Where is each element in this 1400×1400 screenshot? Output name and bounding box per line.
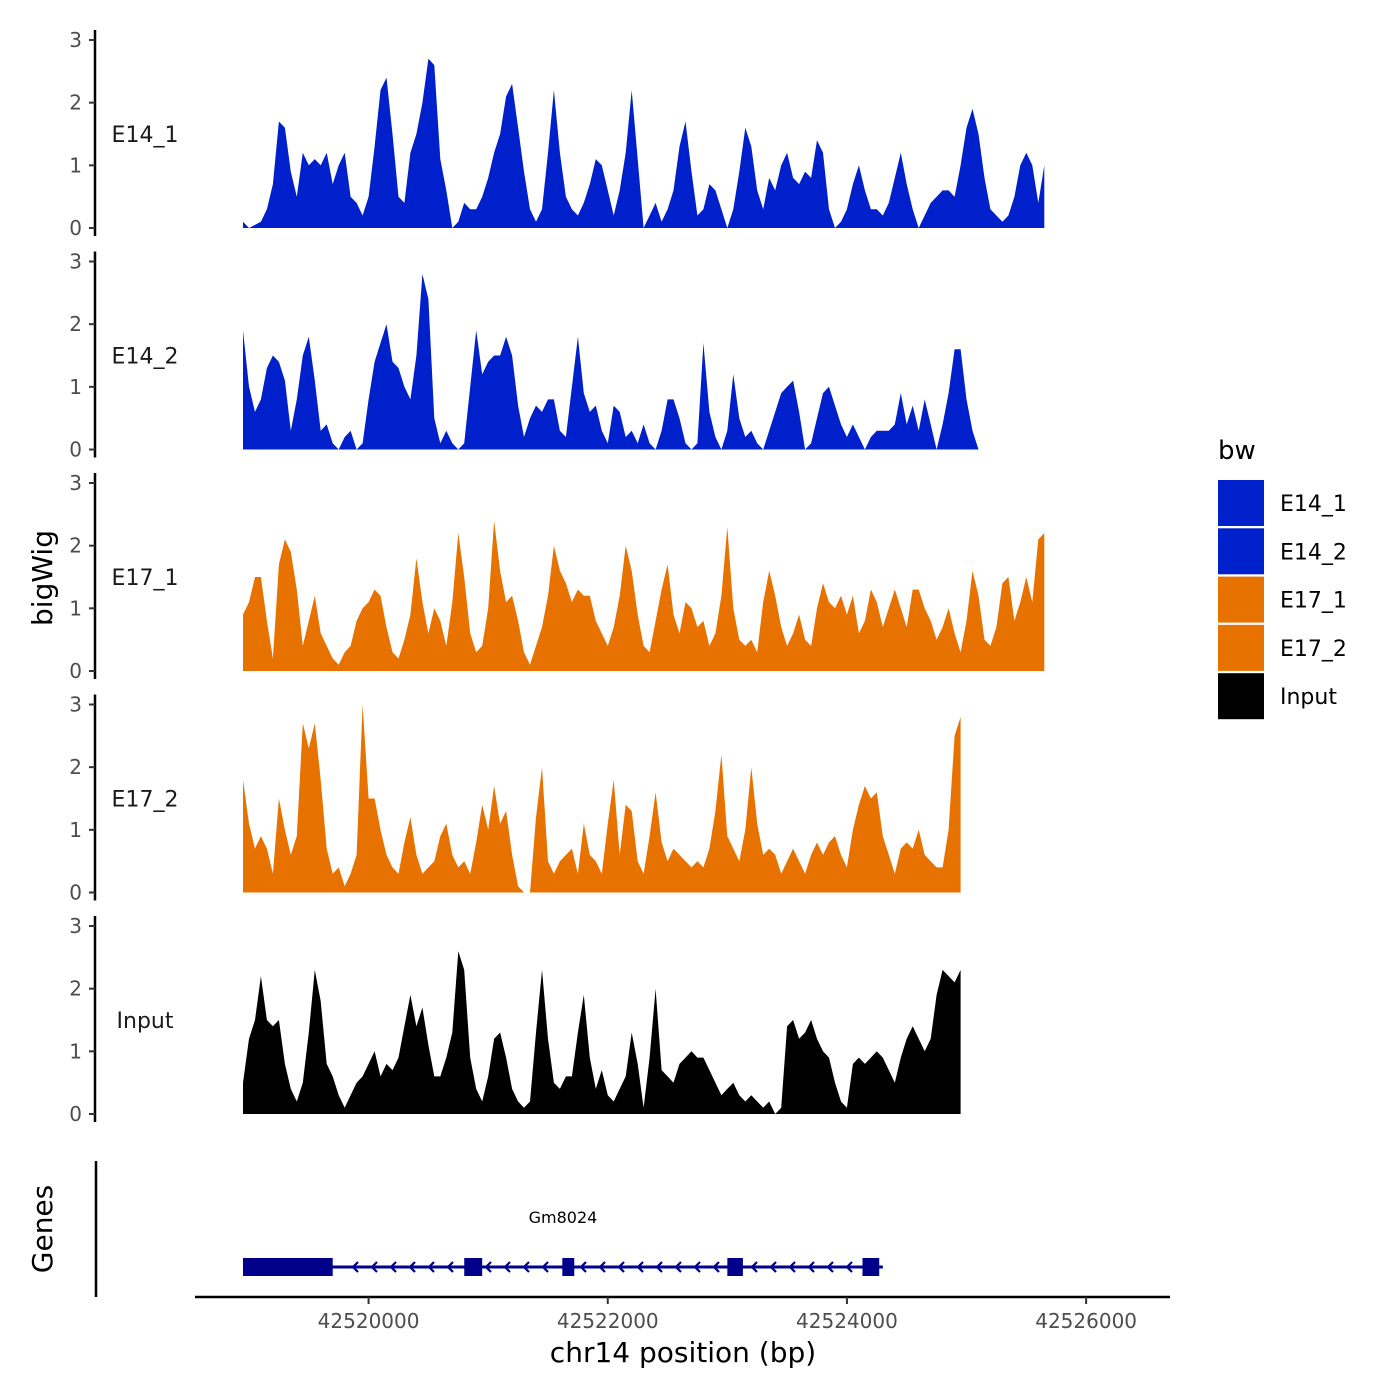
legend-label: Input bbox=[1280, 685, 1337, 710]
signal-area-E14_1 bbox=[243, 58, 1045, 228]
y-tick-label: 3 bbox=[69, 471, 82, 495]
signal-area-E14_2 bbox=[243, 274, 1045, 450]
y-tick-label: 0 bbox=[69, 438, 82, 462]
signal-area-E17_2 bbox=[243, 704, 961, 893]
legend-label: E17_2 bbox=[1280, 637, 1347, 662]
track-E14_2: 0 1 2 3 E14_2 bbox=[69, 250, 1045, 462]
legend: bw E14_1 E14_2 E17_1 E17_2 Input bbox=[1218, 436, 1347, 720]
y-tick-label: 1 bbox=[69, 818, 82, 842]
y-tick-label: 0 bbox=[69, 1102, 82, 1126]
track-E14_1: 0 1 2 3 E14_1 bbox=[69, 28, 1045, 240]
x-axis: 42520000 42522000 42524000 42526000 bbox=[195, 1295, 1170, 1333]
y-tick-label: 3 bbox=[69, 28, 82, 52]
strand-arrow bbox=[598, 1261, 606, 1273]
x-tick-label: 42522000 bbox=[557, 1309, 659, 1333]
track-Input: 0 1 2 3 Input bbox=[69, 914, 961, 1126]
track-label: E17_2 bbox=[112, 788, 179, 813]
strand-arrow bbox=[845, 1261, 853, 1273]
strand-arrow bbox=[446, 1261, 454, 1273]
gene-name-label: Gm8024 bbox=[529, 1208, 598, 1227]
strand-arrow bbox=[503, 1261, 511, 1273]
y-tick-label: 0 bbox=[69, 659, 82, 683]
strand-arrow bbox=[579, 1261, 587, 1273]
legend-key-E17_1 bbox=[1218, 576, 1264, 623]
strand-arrow bbox=[826, 1261, 834, 1273]
legend-label: E17_1 bbox=[1280, 589, 1347, 614]
track-label: Input bbox=[117, 1009, 174, 1034]
legend-key-Input bbox=[1218, 673, 1264, 720]
legend-label: E14_2 bbox=[1280, 540, 1347, 565]
strand-arrow bbox=[807, 1261, 815, 1273]
y-tick-label: 2 bbox=[69, 534, 82, 558]
legend-key-E14_2 bbox=[1218, 528, 1264, 575]
strand-arrow bbox=[541, 1261, 549, 1273]
legend-title: bw bbox=[1218, 436, 1256, 466]
y-tick-label: 1 bbox=[69, 596, 82, 620]
y-tick-label: 1 bbox=[69, 1039, 82, 1063]
legend-key-E14_1 bbox=[1218, 480, 1264, 526]
gene-exon bbox=[464, 1258, 483, 1276]
gene-exon bbox=[562, 1258, 575, 1276]
legend-label: E14_1 bbox=[1280, 492, 1347, 517]
y-tick-label: 1 bbox=[69, 153, 82, 177]
gene-exon bbox=[727, 1258, 743, 1276]
strand-arrow bbox=[408, 1261, 416, 1273]
gene-track-title: Genes bbox=[26, 1185, 59, 1273]
track-E17_2: 0 1 2 3 E17_2 bbox=[69, 693, 961, 905]
gene-exon bbox=[243, 1258, 333, 1276]
strand-arrow bbox=[769, 1261, 777, 1273]
y-tick-label: 3 bbox=[69, 914, 82, 938]
gene-structure bbox=[243, 1258, 883, 1276]
x-tick-label: 42520000 bbox=[318, 1309, 420, 1333]
y-axis-title: bigWig bbox=[26, 530, 59, 626]
y-tick-label: 2 bbox=[69, 755, 82, 779]
x-axis-title: chr14 position (bp) bbox=[550, 1336, 816, 1369]
strand-arrow bbox=[693, 1261, 701, 1273]
strand-arrow bbox=[674, 1261, 682, 1273]
y-tick-label: 3 bbox=[69, 693, 82, 717]
track-label: E14_1 bbox=[112, 123, 179, 148]
strand-arrow bbox=[636, 1261, 644, 1273]
strand-arrow bbox=[370, 1261, 378, 1273]
y-tick-label: 2 bbox=[69, 977, 82, 1001]
y-tick-label: 3 bbox=[69, 250, 82, 274]
strand-arrow bbox=[522, 1261, 530, 1273]
strand-arrow bbox=[788, 1261, 796, 1273]
strand-arrow bbox=[427, 1261, 435, 1273]
strand-arrow bbox=[712, 1261, 720, 1273]
legend-key-E17_2 bbox=[1218, 624, 1264, 671]
signal-area-Input bbox=[243, 951, 961, 1114]
x-tick-label: 42526000 bbox=[1035, 1309, 1137, 1333]
x-tick-label: 42524000 bbox=[796, 1309, 898, 1333]
strand-arrow bbox=[617, 1261, 625, 1273]
y-tick-label: 0 bbox=[69, 881, 82, 905]
gene-track: Genes Gm8024 bbox=[26, 1161, 883, 1297]
track-E17_1: 0 1 2 3 E17_1 bbox=[69, 471, 1045, 683]
y-tick-label: 1 bbox=[69, 375, 82, 399]
signal-area-E17_1 bbox=[243, 520, 1045, 671]
track-label: E14_2 bbox=[112, 345, 179, 370]
y-tick-label: 2 bbox=[69, 312, 82, 336]
strand-arrow bbox=[655, 1261, 663, 1273]
y-tick-label: 0 bbox=[69, 216, 82, 240]
strand-arrow bbox=[484, 1261, 492, 1273]
track-label: E17_1 bbox=[112, 566, 179, 591]
strand-arrow bbox=[389, 1261, 397, 1273]
y-tick-label: 2 bbox=[69, 91, 82, 115]
strand-arrow bbox=[351, 1261, 359, 1273]
strand-arrow bbox=[750, 1261, 758, 1273]
gene-exon bbox=[862, 1258, 880, 1276]
signal-tracks: 0 1 2 3 E14_1 0 1 2 3 E14_2 0 1 2 3 E17_1 0 1 2 3 E17_2 0 1 2 3… bbox=[69, 28, 1045, 1126]
